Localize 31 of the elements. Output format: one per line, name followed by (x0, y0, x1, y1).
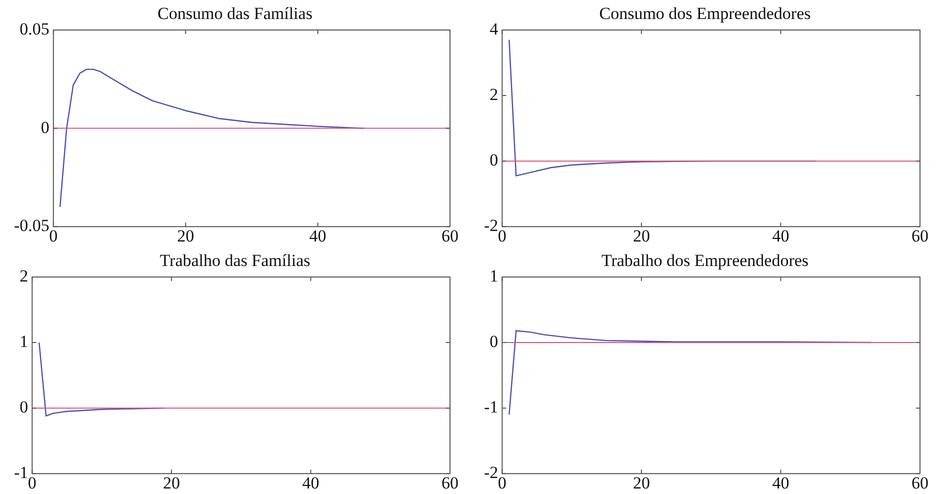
y-tick-label: 0 (490, 150, 498, 170)
y-tick-label: 4 (490, 19, 499, 38)
y-tick-label: -2 (484, 463, 498, 482)
y-tick-label: -1 (14, 463, 28, 482)
x-tick-label: 40 (309, 226, 326, 246)
chart-title: Consumo dos Empreendedores (599, 4, 811, 23)
x-tick-label: 20 (632, 226, 650, 246)
x-tick-label: 20 (162, 473, 180, 492)
x-tick-label: 20 (632, 473, 650, 492)
x-tick-label: 60 (442, 226, 458, 246)
y-tick-label: -0.05 (14, 216, 50, 236)
x-tick-label: 40 (772, 473, 790, 492)
chart-title: Consumo das Famílias (158, 4, 312, 23)
x-tick-label: 60 (912, 473, 928, 492)
y-tick-label: 2 (490, 85, 498, 104)
x-tick-label: 40 (772, 226, 790, 246)
chart-title: Trabalho das Famílias (160, 251, 310, 270)
y-tick-label: 0 (490, 332, 498, 351)
y-tick-label: 0.05 (20, 19, 50, 38)
chart-title: Trabalho dos Empreendedores (601, 251, 809, 270)
y-tick-label: -1 (484, 398, 498, 417)
x-tick-label: 60 (912, 226, 928, 246)
y-tick-label: 1 (490, 266, 498, 286)
y-tick-label: 2 (20, 266, 28, 286)
x-tick-label: 40 (302, 473, 320, 492)
x-tick-label: 60 (442, 473, 458, 492)
y-tick-label: -2 (484, 216, 498, 236)
y-tick-label: 1 (20, 332, 28, 351)
y-tick-label: 0 (40, 118, 50, 137)
y-tick-label: 0 (20, 398, 28, 417)
x-tick-label: 20 (177, 226, 194, 246)
